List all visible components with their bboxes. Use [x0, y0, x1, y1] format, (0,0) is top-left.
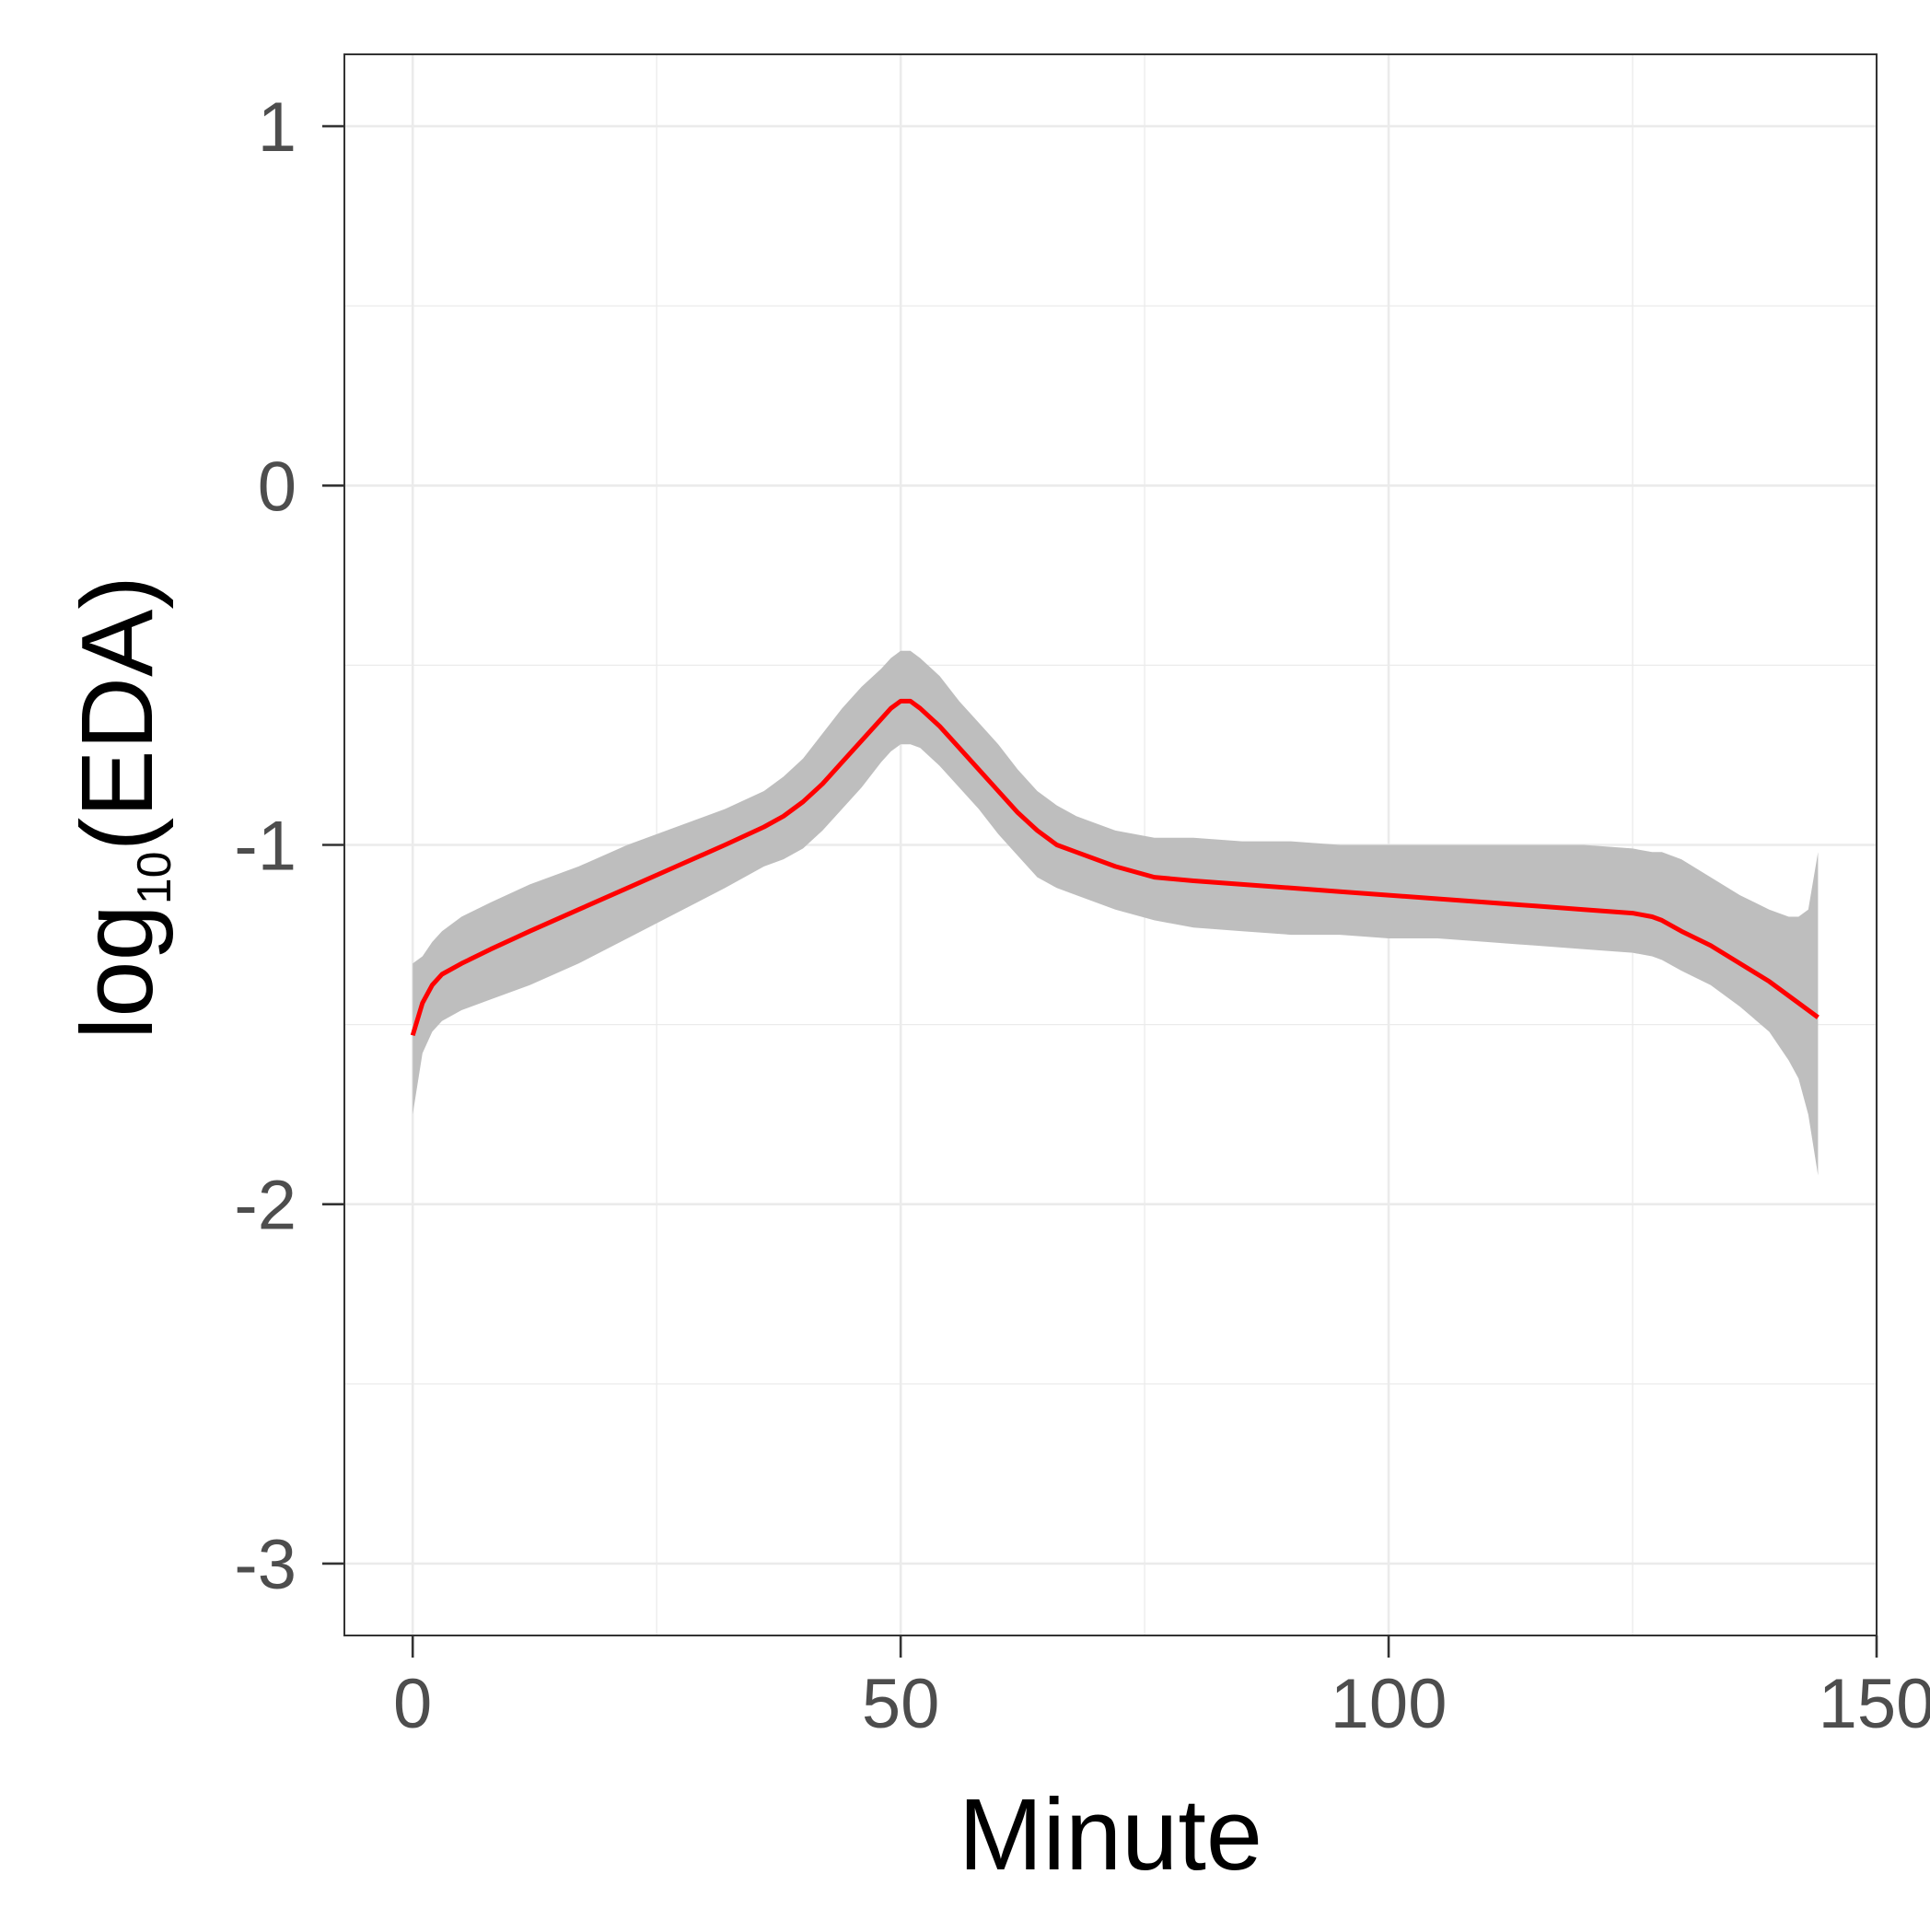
y-axis-title-prefix: log: [61, 904, 174, 1040]
y-axis-title-subscript: 10: [128, 851, 181, 904]
x-tick-label: 150: [1819, 1665, 1930, 1743]
y-axis-title-suffix: (EDA): [61, 576, 174, 851]
x-tick-label: 50: [862, 1665, 940, 1743]
y-axis: 1 0 -1 -2 -3: [234, 88, 344, 1604]
confidence-ribbon: [413, 650, 1819, 1176]
x-tick-label: 0: [393, 1665, 432, 1743]
y-tick-label: -2: [234, 1167, 296, 1245]
y-tick-label: -1: [234, 808, 296, 886]
y-axis-title: log10(EDA): [61, 576, 181, 1040]
y-tick-label: 1: [258, 88, 296, 167]
x-axis-title: Minute: [959, 1778, 1262, 1891]
x-tick-label: 100: [1331, 1665, 1448, 1743]
series-line: [410, 698, 1820, 1037]
series-layer: [410, 698, 1820, 1037]
y-tick-label: -3: [234, 1526, 296, 1604]
y-tick-label: 0: [258, 448, 296, 526]
x-axis: 0 50 100 150: [393, 1635, 1930, 1743]
confidence-ribbon-layer: [413, 650, 1819, 1176]
